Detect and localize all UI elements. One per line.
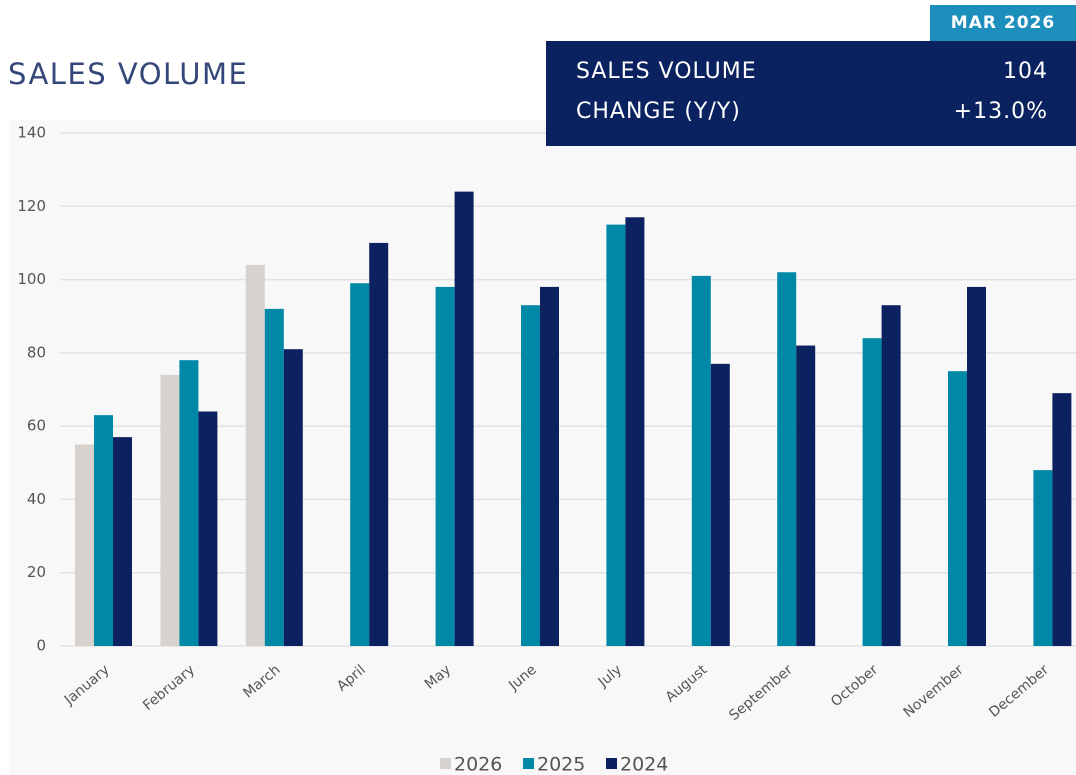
period-badge: MAR 2026 bbox=[930, 5, 1076, 41]
bar bbox=[606, 224, 626, 646]
chart-title: SALES VOLUME bbox=[8, 57, 248, 91]
bar bbox=[283, 349, 303, 646]
bar bbox=[691, 275, 711, 646]
bar bbox=[198, 411, 218, 646]
bar bbox=[75, 444, 94, 646]
bar bbox=[881, 305, 901, 646]
y-tick-label: 20 bbox=[27, 563, 46, 581]
bar bbox=[948, 371, 967, 646]
bar bbox=[1033, 470, 1053, 646]
bar bbox=[350, 283, 370, 646]
legend-swatch bbox=[440, 758, 451, 769]
bar bbox=[625, 217, 645, 646]
y-tick-label: 0 bbox=[36, 637, 46, 655]
y-tick-label: 140 bbox=[17, 124, 46, 142]
bar bbox=[796, 345, 816, 646]
bar bbox=[777, 272, 797, 646]
bar bbox=[113, 437, 132, 646]
bar bbox=[710, 363, 730, 646]
y-tick-label: 80 bbox=[27, 343, 46, 361]
summary-label: CHANGE (Y/Y) bbox=[576, 99, 741, 124]
legend-swatch bbox=[606, 758, 617, 769]
bar bbox=[540, 286, 559, 646]
bar bbox=[1052, 393, 1072, 646]
bar bbox=[369, 242, 389, 646]
y-tick-label: 60 bbox=[27, 417, 46, 435]
summary-value: 104 bbox=[1003, 59, 1048, 84]
bar bbox=[94, 415, 113, 646]
bar bbox=[862, 338, 882, 646]
bar bbox=[245, 264, 265, 646]
y-tick-label: 100 bbox=[17, 270, 46, 288]
legend-label: 2025 bbox=[537, 754, 585, 775]
bar bbox=[160, 374, 180, 646]
y-tick-label: 120 bbox=[17, 197, 46, 215]
summary-label: SALES VOLUME bbox=[576, 59, 757, 84]
bar bbox=[521, 305, 540, 646]
summary-box: SALES VOLUME 104 CHANGE (Y/Y) +13.0% bbox=[546, 41, 1076, 146]
bar bbox=[435, 286, 455, 646]
legend-label: 2024 bbox=[620, 754, 668, 775]
bar bbox=[264, 308, 284, 646]
bar bbox=[179, 360, 199, 646]
legend-swatch bbox=[523, 758, 534, 769]
bar bbox=[454, 191, 474, 646]
y-tick-label: 40 bbox=[27, 490, 46, 508]
summary-row: SALES VOLUME 104 bbox=[576, 59, 1048, 84]
legend-label: 2026 bbox=[454, 754, 502, 775]
summary-value: +13.0% bbox=[953, 99, 1048, 124]
summary-row: CHANGE (Y/Y) +13.0% bbox=[576, 99, 1048, 124]
bar bbox=[967, 286, 986, 646]
